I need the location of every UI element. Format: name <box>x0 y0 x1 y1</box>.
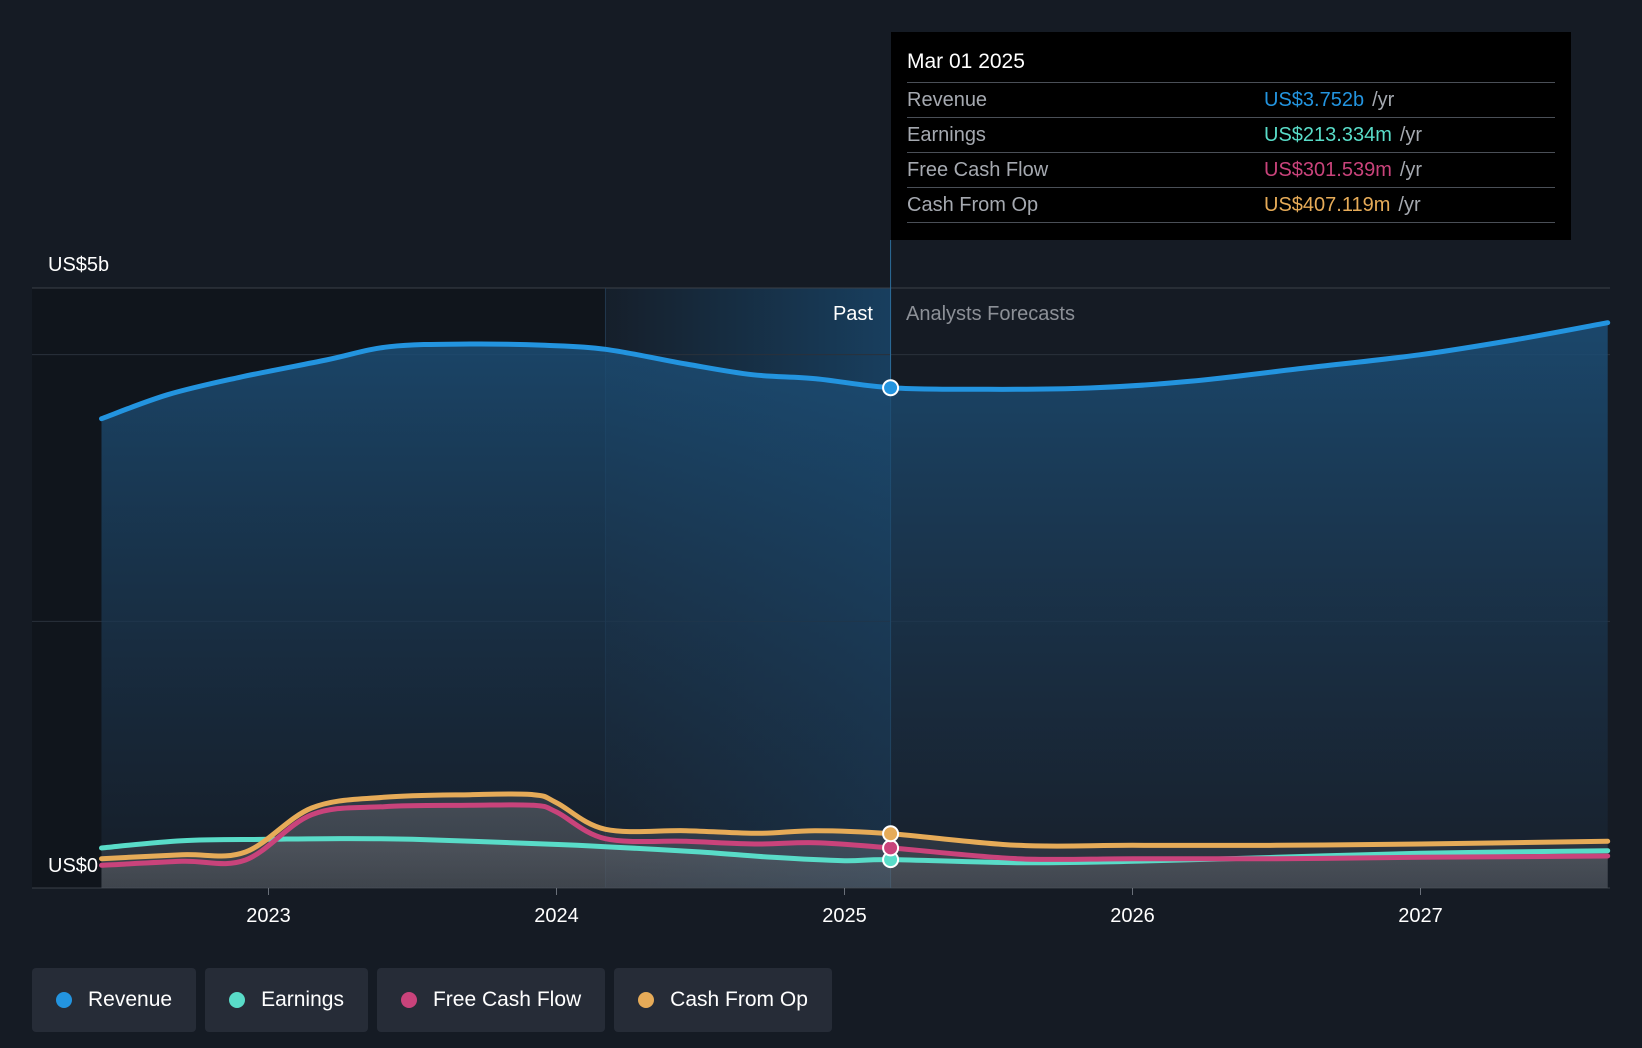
tooltip-unit: /yr <box>1399 159 1423 181</box>
earnings-dot-icon <box>229 992 246 1008</box>
revenue-area <box>101 322 1608 888</box>
tooltip-label: Earnings <box>907 124 986 146</box>
tooltip-unit: /yr <box>1399 124 1423 146</box>
y-axis-label-bottom: US$0 <box>48 855 98 877</box>
tooltip-row-free-cash-flow: Free Cash Flow US$301.539m /yr <box>907 153 1555 188</box>
tooltip-label: Cash From Op <box>907 194 1039 216</box>
tooltip-label: Revenue <box>907 89 988 111</box>
x-tick-label: 2025 <box>822 905 867 927</box>
tooltip-unit: /yr <box>1398 194 1421 216</box>
cfo-line <box>99 791 1611 862</box>
legend-item-free-cash-flow[interactable]: Free Cash Flow <box>376 968 606 1032</box>
tooltip: Mar 01 2025 Revenue US$3.752b /yr Earnin… <box>891 32 1571 240</box>
legend-item-cash-from-op[interactable]: Cash From Op <box>614 968 832 1032</box>
cfo-marker <box>882 825 900 843</box>
cfo-area <box>101 793 1608 888</box>
tooltip-unit: /yr <box>1372 89 1395 111</box>
fcf-line <box>99 802 1611 868</box>
revenue-marker <box>882 379 900 397</box>
tooltip-value: US$407.119m <box>1264 194 1391 216</box>
free-cash-flow-dot-icon <box>400 992 417 1008</box>
tooltip-row-earnings: Earnings US$213.334m /yr <box>907 118 1555 153</box>
tooltip-date: Mar 01 2025 <box>907 46 1555 83</box>
tooltip-row-revenue: Revenue US$3.752b /yr <box>907 83 1555 118</box>
tooltip-value: US$301.539m <box>1264 159 1392 181</box>
revenue-dot-icon <box>56 992 72 1008</box>
revenue-line <box>99 320 1611 422</box>
tooltip-value: US$213.334m <box>1264 124 1392 146</box>
x-tick-label: 2026 <box>1110 905 1155 927</box>
x-tick-label: 2024 <box>534 905 579 927</box>
y-axis-label-top: US$5b <box>48 254 109 276</box>
legend-label: Cash From Op <box>670 988 808 1011</box>
forecast-label: Analysts Forecasts <box>906 303 1075 325</box>
x-tick-label: 2027 <box>1398 905 1443 927</box>
legend-item-revenue[interactable]: Revenue <box>32 968 197 1032</box>
legend-label: Revenue <box>88 988 173 1011</box>
legend-item-earnings[interactable]: Earnings <box>205 968 368 1032</box>
x-tick-label: 2023 <box>246 905 291 927</box>
tooltip-value: US$3.752b <box>1264 89 1365 111</box>
legend-label: Earnings <box>261 988 344 1011</box>
legend-label: Free Cash Flow <box>432 988 582 1011</box>
cash-from-op-dot-icon <box>638 992 655 1008</box>
past-label: Past <box>833 303 873 325</box>
tooltip-row-cash-from-op: Cash From Op US$407.119m /yr <box>907 188 1555 223</box>
tooltip-label: Free Cash Flow <box>907 159 1049 181</box>
fcf-marker <box>882 839 900 857</box>
legend: Revenue Earnings Free Cash Flow Cash Fro… <box>32 968 832 1032</box>
